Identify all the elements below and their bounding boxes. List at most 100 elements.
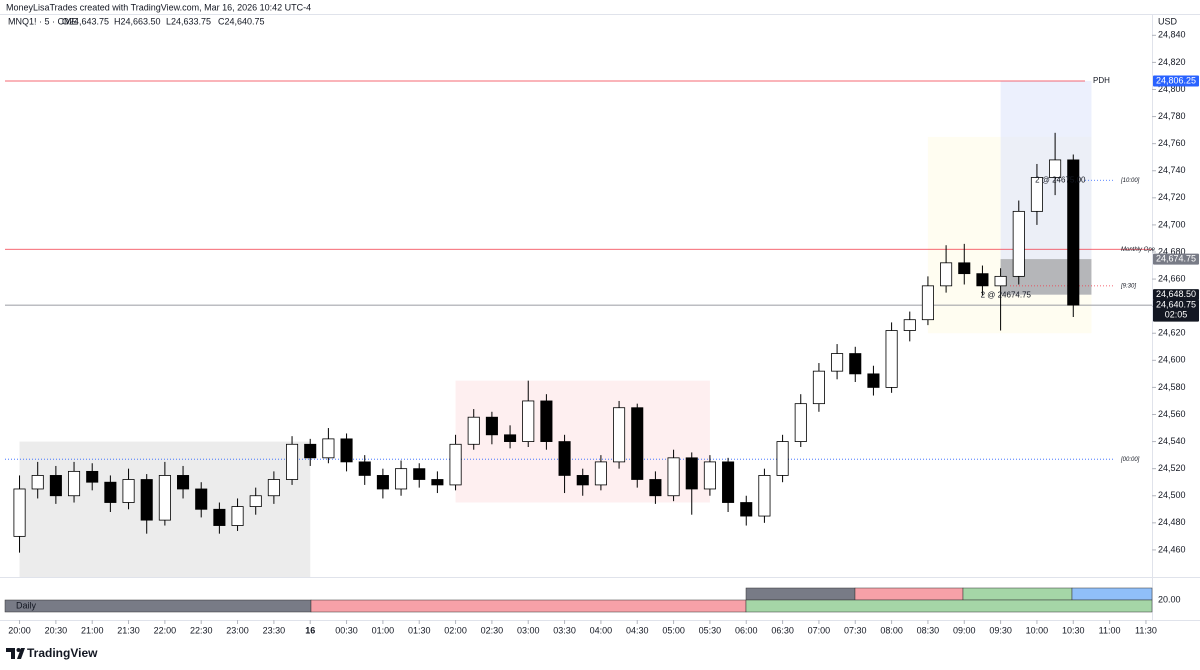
candle-body (231, 506, 244, 526)
price-badge (1153, 289, 1199, 301)
candle-body (13, 488, 26, 537)
candle-body (576, 475, 589, 486)
x-tick-label: 20:30 (45, 625, 68, 635)
candle-body (994, 275, 1007, 287)
y-tick-label: 24,680 (1158, 246, 1186, 256)
x-tick-label: 03:00 (517, 625, 540, 635)
candle-body (104, 481, 117, 503)
price-badge-label: 24,648.50 (1156, 289, 1196, 299)
y-tick-label: 24,700 (1158, 219, 1186, 229)
candle-body (1049, 159, 1062, 178)
price-badge-label: 24,806.25 (1156, 75, 1196, 85)
candle-body (703, 461, 716, 490)
y-tick-label: 24,740 (1158, 165, 1186, 175)
candle-body (631, 407, 644, 480)
x-tick-label: 01:00 (372, 625, 395, 635)
ohlc-close: C24,640.75 (218, 16, 265, 26)
zones (19, 81, 1092, 577)
session-bar (745, 587, 856, 601)
x-tick-label: 08:30 (917, 625, 940, 635)
candle-body (286, 443, 299, 480)
candle-body (467, 416, 480, 445)
candles: 2 @ 24674.75 2 @ 24675.00 (13, 132, 1086, 553)
candle-body (794, 403, 807, 442)
candle-body (177, 475, 190, 490)
brand: TradingView (27, 646, 98, 660)
candle-body (395, 468, 408, 490)
y-tick-label: 24,560 (1158, 409, 1186, 419)
candle-body (122, 479, 135, 503)
price-badge-label: 24,674.75 (1156, 253, 1196, 263)
x-tick-label: 09:30 (989, 625, 1012, 635)
y-tick-label: 24,840 (1158, 30, 1186, 40)
x-tick-label: 03:30 (553, 625, 576, 635)
session-bar (962, 587, 1073, 601)
y-tick-label: 24,760 (1158, 138, 1186, 148)
candle-body (195, 488, 208, 510)
x-tick-label: 09:00 (953, 625, 976, 635)
session-bar (854, 587, 964, 601)
x-tick-label: 11:00 (1099, 625, 1121, 635)
x-tick-label: 06:00 (735, 625, 758, 635)
level-label: Monthly Ope (1121, 247, 1156, 253)
x-tick-label: 04:30 (626, 625, 649, 635)
candle-body (376, 475, 389, 490)
x-tick-label: 02:30 (481, 625, 504, 635)
x-tick-label: 04:00 (590, 625, 613, 635)
x-tick-label: 21:00 (81, 625, 104, 635)
x-tick-label: 02:00 (444, 625, 467, 635)
candle-body (1067, 159, 1080, 306)
ohlc-low: L24,633.75 (166, 16, 211, 26)
candle-body (431, 479, 444, 486)
candle-body (885, 330, 898, 388)
ohlc-open: O24,643.75 (62, 16, 109, 26)
ohlc-high: H24,663.50 (114, 16, 161, 26)
candle-body (940, 262, 953, 287)
candle-body (758, 475, 771, 517)
x-tick-label: 22:30 (190, 625, 213, 635)
candle-body (31, 475, 44, 490)
candle-body (267, 479, 280, 497)
y-tick-label: 24,520 (1158, 463, 1186, 473)
y-tick-label: 24,800 (1158, 84, 1186, 94)
candle-body (213, 508, 226, 526)
candle-body (340, 438, 353, 463)
x-tick-label: 23:00 (226, 625, 249, 635)
daily-bar (4, 599, 312, 613)
candle-body (921, 285, 934, 321)
x-tick-label: 16 (305, 625, 315, 635)
candle-body (812, 370, 825, 405)
y-tick-label: 24,540 (1158, 436, 1186, 446)
candle-body (776, 441, 789, 476)
candle-body (358, 461, 371, 476)
x-tick-label: 00:30 (335, 625, 358, 635)
candle-body (667, 457, 680, 497)
x-tick-label: 10:30 (1062, 625, 1085, 635)
candle-body (849, 353, 862, 375)
candle-body (413, 468, 426, 480)
candle-body (958, 262, 971, 275)
x-tick-label: 07:30 (844, 625, 867, 635)
y-tick-label: 24,480 (1158, 517, 1186, 527)
candle-body (249, 495, 262, 507)
candle-body (976, 273, 989, 287)
x-tick-label: 10:00 (1026, 625, 1049, 635)
credit: MoneyLisaTrades created with TradingView… (6, 2, 311, 12)
candle-body (158, 475, 171, 521)
x-tick-label: 22:00 (154, 625, 177, 635)
candle-body (740, 502, 753, 517)
x-tick-label: 01:30 (408, 625, 431, 635)
candle-body (522, 400, 535, 442)
x-tick-label: 07:00 (808, 625, 831, 635)
daily-bar (745, 599, 1153, 613)
daily-bar (310, 599, 747, 613)
candle-body (86, 470, 99, 483)
panel-scale: 20.00 (1158, 594, 1181, 604)
session-bar (1071, 587, 1153, 601)
x-tick-label: 05:00 (662, 625, 685, 635)
y-tick-label: 24,500 (1158, 490, 1186, 500)
price-badge (1153, 75, 1199, 87)
trade-label: 2 @ 24674.75 (981, 290, 1032, 299)
candle-body (540, 400, 553, 442)
